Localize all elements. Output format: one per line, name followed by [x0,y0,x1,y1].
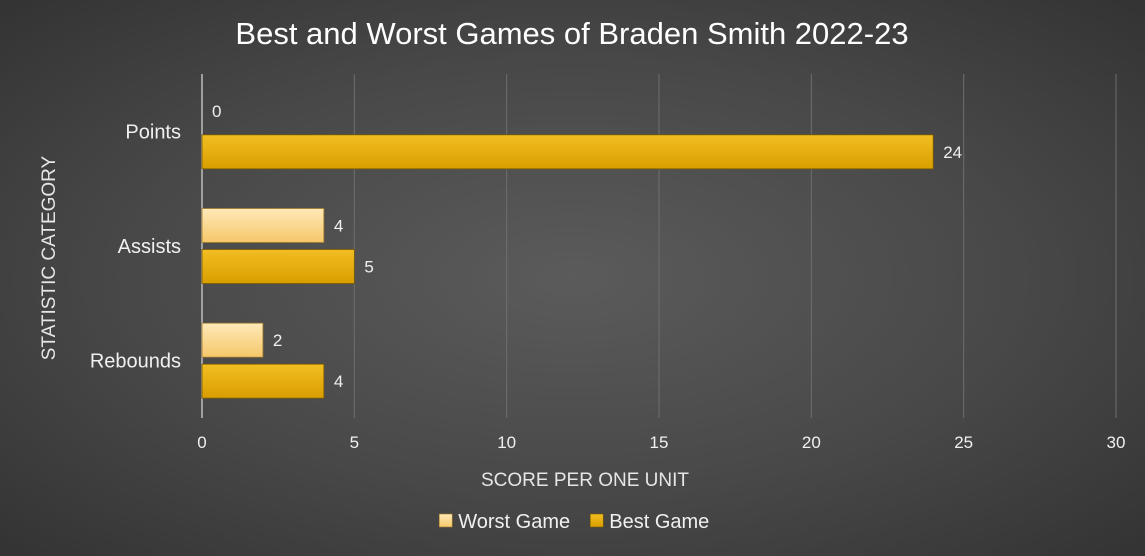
bar-best-game [201,249,355,284]
legend-label: Worst Game [458,511,570,533]
x-tick-label: 30 [1107,433,1126,452]
bars [201,134,934,399]
legend-label: Best Game [609,511,709,533]
x-tick-label: 15 [650,433,669,452]
category-label: Rebounds [90,351,181,373]
bar-best-game [201,134,934,170]
x-tick-label: 25 [954,433,973,452]
gridlines [201,74,1117,418]
legend: Worst Game Best Game [438,511,709,533]
data-label: 2 [273,331,282,350]
bar-worst-game [201,208,325,243]
x-tick-label: 0 [197,433,206,452]
x-tick-label: 5 [350,433,359,452]
data-label: 0 [212,102,221,121]
category-label: Points [125,121,181,143]
data-label: 4 [334,217,343,236]
data-label: 4 [334,372,343,391]
x-tick-label: 20 [802,433,821,452]
chart-title: Best and Worst Games of Braden Smith 202… [235,16,908,51]
legend-swatch [438,513,453,528]
bar-best-game [201,363,325,399]
data-label: 24 [943,143,962,162]
x-tick-label: 10 [497,433,516,452]
category-label: Assists [118,236,181,258]
legend-swatch [589,513,604,528]
data-label: 5 [364,258,373,277]
bar-worst-game [201,322,264,358]
x-axis-title: SCORE PER ONE UNIT [481,470,689,491]
y-axis-title: STATISTIC CATEGORY [39,155,60,360]
